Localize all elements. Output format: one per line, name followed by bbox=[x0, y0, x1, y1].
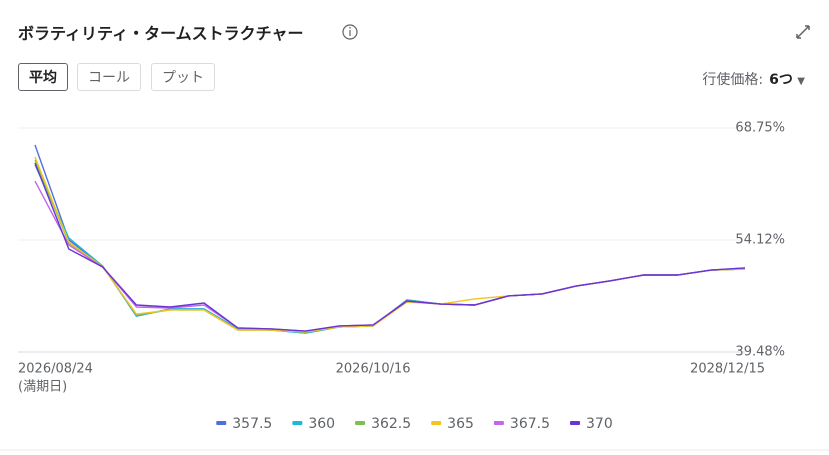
x-tick-label: 2026/08/24 bbox=[18, 362, 93, 377]
info-icon[interactable] bbox=[342, 24, 358, 40]
legend-label: 370 bbox=[586, 416, 613, 432]
y-tick-label: 68.75% bbox=[735, 121, 785, 136]
legend-label: 357.5 bbox=[232, 416, 272, 432]
legend-label: 365 bbox=[447, 416, 474, 432]
legend-swatch bbox=[355, 421, 366, 425]
strike-selector[interactable]: 行使価格: 6つ ▼ bbox=[702, 72, 805, 88]
tab-call[interactable]: コール bbox=[77, 63, 141, 91]
series-line bbox=[34, 159, 746, 333]
legend-swatch bbox=[570, 421, 581, 425]
strike-label: 行使価格: bbox=[702, 72, 764, 88]
x-axis-note: (満期日) bbox=[18, 380, 67, 395]
legend-swatch bbox=[493, 421, 504, 425]
series-line bbox=[34, 162, 746, 332]
x-tick-label: 2026/10/16 bbox=[336, 362, 411, 377]
tab-put[interactable]: プット bbox=[151, 63, 215, 91]
series-line bbox=[34, 180, 746, 332]
info-icon-dot bbox=[349, 27, 351, 29]
x-tick-label: 2028/12/15 bbox=[690, 362, 765, 377]
y-tick-label: 39.48% bbox=[735, 345, 785, 360]
legend-swatch bbox=[292, 421, 303, 425]
y-tick-label: 54.12% bbox=[735, 232, 785, 247]
info-icon-bar bbox=[349, 30, 351, 36]
strike-value: 6つ bbox=[769, 72, 793, 88]
legend-label: 367.5 bbox=[510, 416, 550, 432]
legend-swatch bbox=[431, 421, 442, 425]
chart-title: ボラティリティ・タームストラクチャー bbox=[18, 24, 304, 43]
tab-average[interactable]: 平均 bbox=[18, 63, 68, 91]
expand-icon[interactable] bbox=[796, 25, 810, 39]
legend-swatch bbox=[216, 421, 227, 425]
legend-label: 362.5 bbox=[371, 416, 411, 432]
legend-label: 360 bbox=[308, 416, 335, 432]
